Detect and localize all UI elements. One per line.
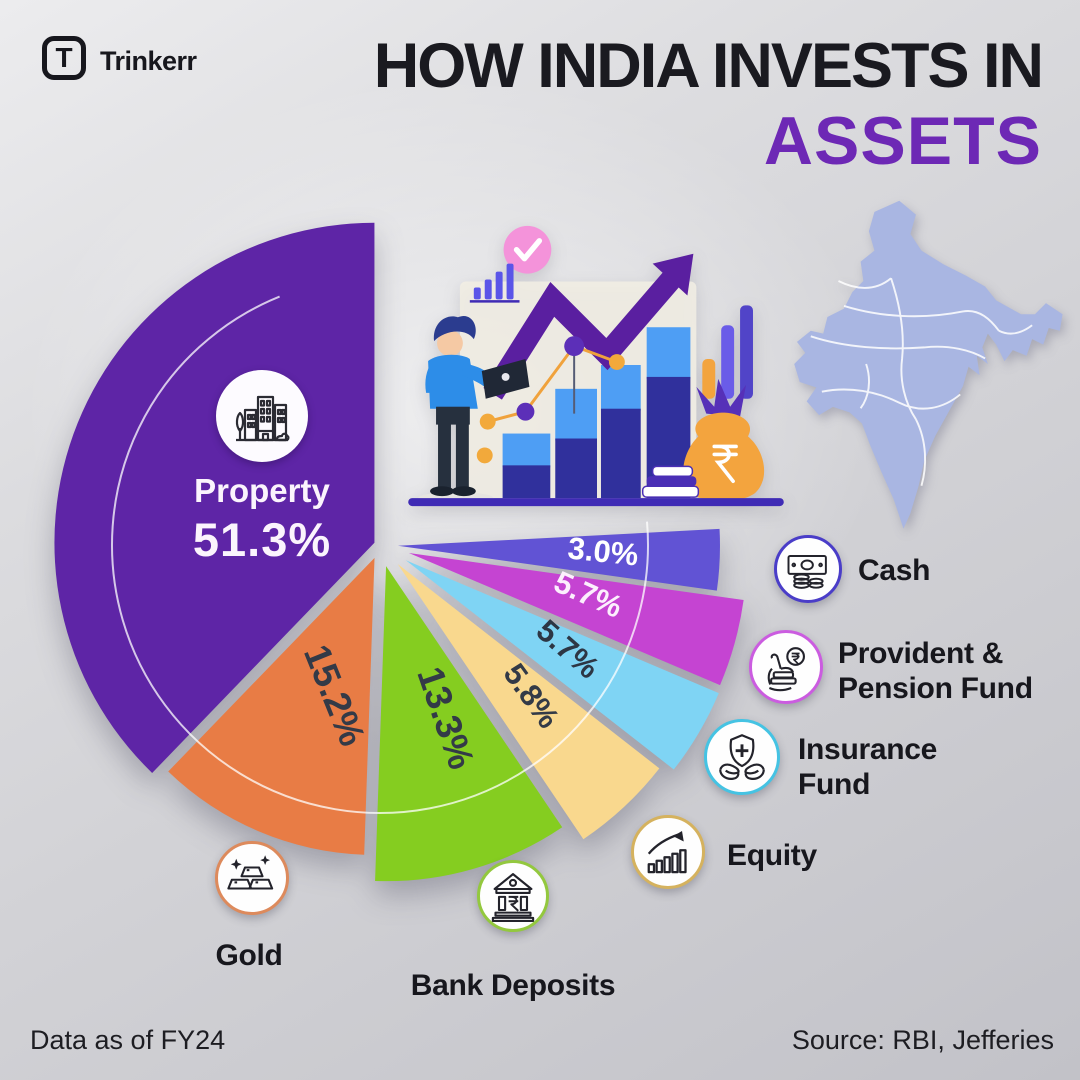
equity-legend-label: Equity [727, 839, 817, 872]
insurance-icon [719, 734, 765, 780]
pie-slice-equity [397, 564, 660, 840]
bank-legend-ring [477, 860, 549, 932]
mini-bars-icon [469, 263, 520, 303]
state-borders [810, 277, 1033, 486]
pension-icon [767, 647, 805, 692]
insurance-legend-ring [704, 719, 780, 795]
slice-percent-label: 3.0% [566, 530, 640, 572]
growth-arrow [483, 253, 694, 400]
trend-line-dots [476, 336, 625, 464]
money-bag-graphic [641, 378, 765, 502]
cash-icon [787, 555, 827, 589]
equity-legend-ring [631, 815, 705, 889]
title-line1: HOW INDIA INVESTS IN [373, 31, 1044, 101]
property-slice-value: 51.3% [192, 513, 332, 566]
india-map-shape [794, 200, 1063, 529]
trinkerr-logo-icon: T [42, 36, 86, 80]
pie-slice-cash [397, 528, 720, 591]
pie-slice-bank-deposits [375, 566, 563, 882]
gold-legend-label: Gold [215, 939, 283, 972]
cash-legend-ring [774, 535, 842, 603]
cash-legend-label: Cash [858, 554, 931, 587]
logo-letter: T [55, 42, 73, 73]
decorative-arc [111, 295, 649, 814]
property-icon [216, 370, 308, 462]
pie-slice-insurance-fund [405, 560, 719, 770]
india-map [794, 200, 1063, 529]
insurance-legend-label: Insurance Fund [798, 733, 938, 802]
property-slice-label: Property [194, 472, 330, 509]
data-asof-note: Data as of FY24 [30, 1025, 226, 1055]
check-badge-icon [503, 225, 552, 274]
bank-legend-label: Bank Deposits [410, 969, 616, 1002]
source-note: Source: RBI, Jefferies [791, 1025, 1054, 1055]
person-graphic [418, 316, 530, 505]
gold-icon [227, 855, 274, 890]
bank-icon [491, 873, 535, 922]
mini-bars-right-icon [702, 305, 753, 399]
pie-slice-property [54, 222, 375, 773]
pension-legend-ring [749, 630, 823, 704]
buildings-icon [235, 395, 290, 442]
ground-line [408, 498, 784, 507]
pie-slice-gold [168, 557, 375, 855]
brand-name: Trinkerr [100, 46, 197, 76]
equity-icon [647, 831, 687, 874]
gold-legend-ring [215, 841, 289, 915]
pie-slice-provident-pension-fund [408, 553, 744, 686]
title-line2: ASSETS [763, 102, 1042, 179]
growth-illustration [408, 225, 784, 507]
page-title: HOW INDIA INVESTS IN ASSETS [242, 31, 1044, 179]
pension-legend-label: Provident & Pension Fund [838, 637, 1033, 706]
